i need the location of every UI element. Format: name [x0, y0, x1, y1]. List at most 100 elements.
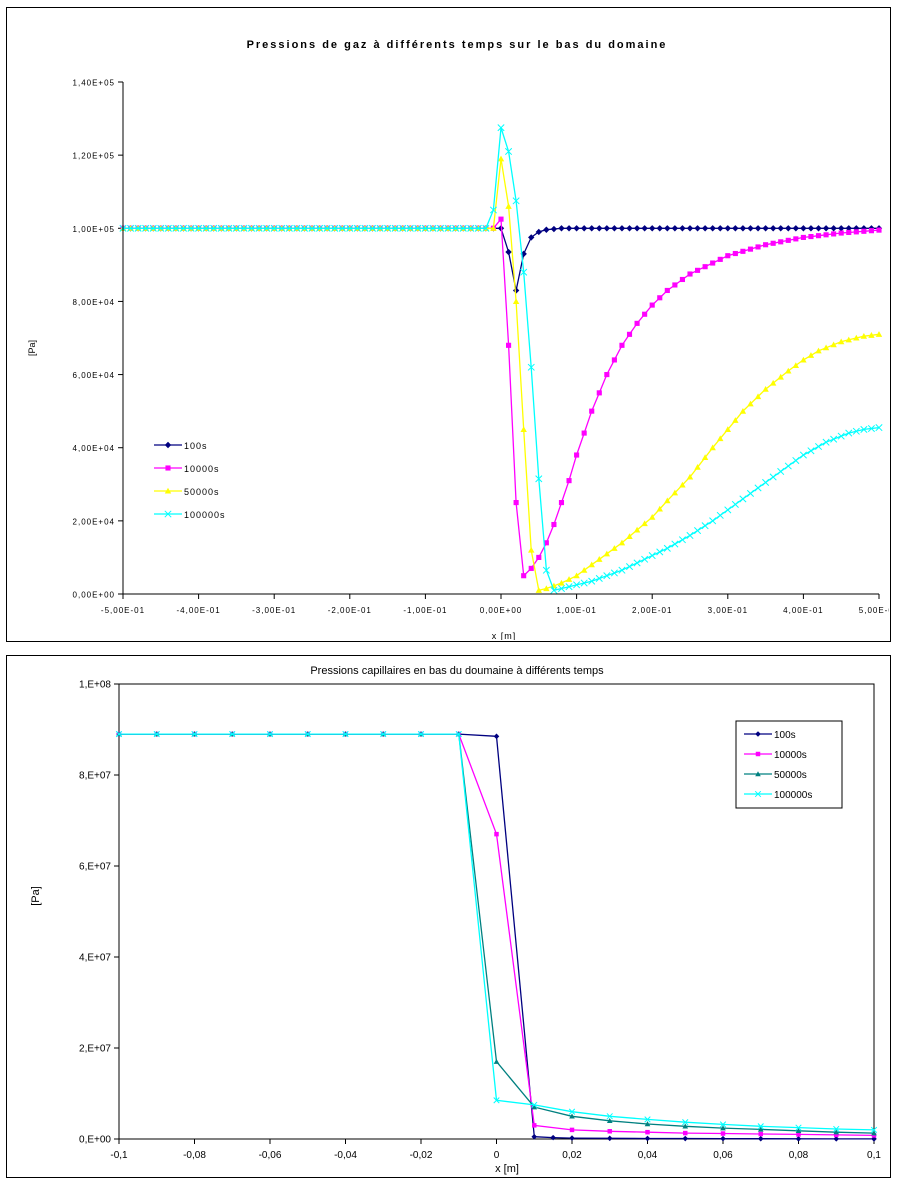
data-point [596, 390, 602, 396]
x-tick-label: 1,00E-01 [556, 606, 596, 615]
data-point [694, 464, 701, 470]
data-point [603, 550, 611, 557]
data-point [717, 435, 724, 442]
legend-item: 100s [744, 730, 796, 741]
data-point [807, 225, 815, 232]
data-point [875, 424, 883, 432]
data-point [815, 347, 822, 354]
data-point [543, 585, 550, 592]
data-point [717, 225, 724, 232]
legend-item: 50000s [154, 487, 220, 497]
data-point [550, 1134, 556, 1141]
data-point [815, 225, 822, 232]
data-point [679, 481, 686, 488]
legend-label: 100000s [774, 790, 812, 801]
data-point [800, 234, 806, 240]
legend-marker [755, 771, 761, 777]
data-point [626, 533, 633, 539]
data-point [134, 224, 142, 232]
x-tick-label: -0,08 [183, 1150, 206, 1161]
data-point [720, 1131, 726, 1136]
data-point [331, 224, 339, 232]
data-point [293, 224, 301, 232]
data-point [664, 225, 671, 232]
legend-label: 10000s [184, 464, 220, 474]
data-point [391, 224, 399, 232]
data-point [618, 566, 626, 574]
data-point [739, 495, 747, 503]
data-point [800, 356, 807, 363]
data-point [210, 224, 218, 232]
data-point [580, 567, 588, 573]
data-point [656, 548, 664, 556]
data-point [732, 225, 739, 232]
data-point [531, 1101, 538, 1109]
data-point [611, 225, 618, 232]
series-100000s [115, 730, 878, 1134]
data-point [664, 497, 671, 504]
data-point [875, 331, 883, 337]
data-point [757, 1135, 764, 1142]
data-point [467, 224, 475, 232]
data-point [263, 224, 271, 232]
data-point [474, 224, 482, 232]
data-point [505, 248, 512, 256]
data-point [588, 561, 595, 568]
data-point [822, 438, 830, 446]
data-point [565, 225, 573, 232]
data-point [459, 224, 467, 232]
data-point [580, 225, 588, 232]
y-tick-label: 1,20E+05 [73, 152, 115, 161]
data-point [644, 1121, 651, 1127]
data-point [709, 225, 716, 232]
data-point [762, 386, 769, 392]
data-point [845, 225, 852, 232]
data-point [793, 236, 799, 242]
data-point [720, 1135, 726, 1142]
data-point [740, 248, 746, 254]
data-point [606, 1118, 613, 1124]
data-point [414, 224, 422, 232]
data-point [531, 1133, 538, 1140]
data-point [757, 1126, 764, 1132]
data-point [679, 276, 685, 283]
data-point [747, 225, 754, 232]
data-point [406, 224, 414, 232]
data-point [603, 572, 611, 580]
data-point [606, 1135, 613, 1142]
data-point [785, 225, 792, 232]
data-point [493, 1058, 500, 1064]
data-point [799, 451, 807, 459]
legend-item: 100s [154, 441, 207, 451]
data-point [611, 357, 617, 363]
data-point [543, 540, 549, 546]
data-point [149, 224, 157, 232]
data-point [604, 372, 610, 378]
data-point [493, 1097, 500, 1104]
legend-label: 50000s [184, 487, 220, 497]
data-point [304, 730, 311, 738]
data-point [777, 467, 785, 476]
legend-marker [164, 441, 172, 449]
x-tick-label: 0,08 [789, 1150, 809, 1161]
data-point [784, 462, 792, 470]
data-point [823, 232, 829, 238]
data-point [436, 224, 445, 232]
data-point [657, 295, 663, 301]
data-point [739, 407, 747, 414]
legend-marker [754, 790, 762, 798]
data-point [573, 572, 580, 579]
data-point [871, 1133, 877, 1138]
data-point [837, 432, 845, 440]
data-point [649, 514, 656, 520]
data-point [346, 224, 354, 232]
data-point [642, 311, 648, 317]
data-point [732, 250, 738, 257]
data-point [625, 563, 634, 571]
data-point [709, 444, 716, 451]
data-point [229, 730, 236, 738]
data-point [852, 427, 860, 435]
x-tick-label: -0,06 [259, 1150, 282, 1161]
data-point [701, 454, 709, 461]
data-point [663, 544, 671, 552]
